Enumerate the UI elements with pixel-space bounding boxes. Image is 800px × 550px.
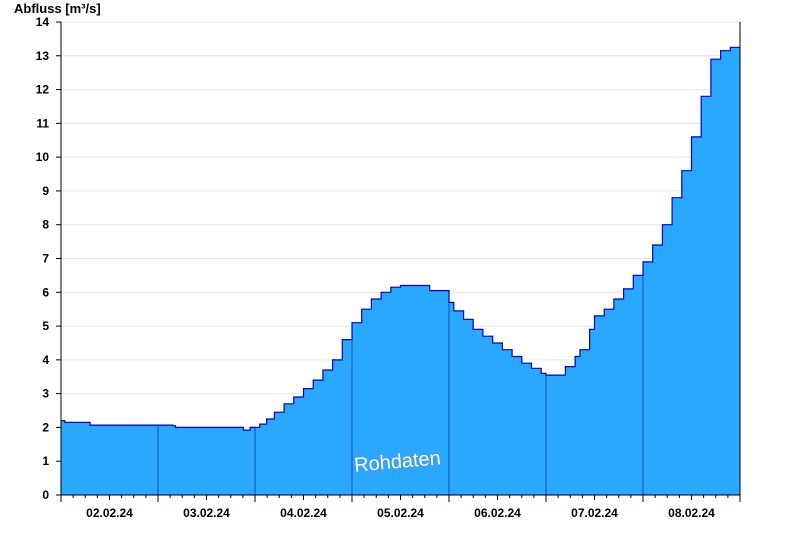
x-tick-label: 03.02.24 (183, 506, 230, 520)
y-tick-label: 4 (42, 353, 49, 367)
y-tick-label: 10 (36, 150, 50, 164)
y-tick-label: 12 (36, 83, 50, 97)
discharge-line (61, 46, 740, 431)
x-tick-label: 04.02.24 (280, 506, 327, 520)
y-tick-label: 0 (42, 488, 49, 502)
y-tick-label: 8 (42, 218, 49, 232)
y-tick-label: 9 (42, 184, 49, 198)
y-tick-label: 7 (42, 252, 49, 266)
x-axis-ticks: 02.02.24 03.02.24 04.02.24 05.02.24 06.02.24… (60, 495, 741, 520)
y-tick-label: 13 (36, 49, 50, 63)
y-tick-label: 2 (42, 420, 49, 434)
day-separators (157, 275, 644, 495)
x-tick-label: 05.02.24 (377, 506, 424, 520)
y-axis-title: Abfluss [m³/s] (14, 1, 101, 16)
y-tick-label: 14 (36, 15, 50, 29)
discharge-area (61, 47, 740, 496)
y-tick-label: 6 (42, 285, 49, 299)
x-tick-label: 08.02.24 (668, 506, 715, 520)
x-tick-label: 02.02.24 (86, 506, 133, 520)
x-tick-label: 07.02.24 (571, 506, 618, 520)
y-tick-label: 1 (42, 454, 49, 468)
x-tick-label: 06.02.24 (474, 506, 521, 520)
y-tick-label: 5 (42, 319, 49, 333)
y-tick-label: 3 (42, 387, 49, 401)
y-tick-label: 11 (36, 116, 49, 130)
